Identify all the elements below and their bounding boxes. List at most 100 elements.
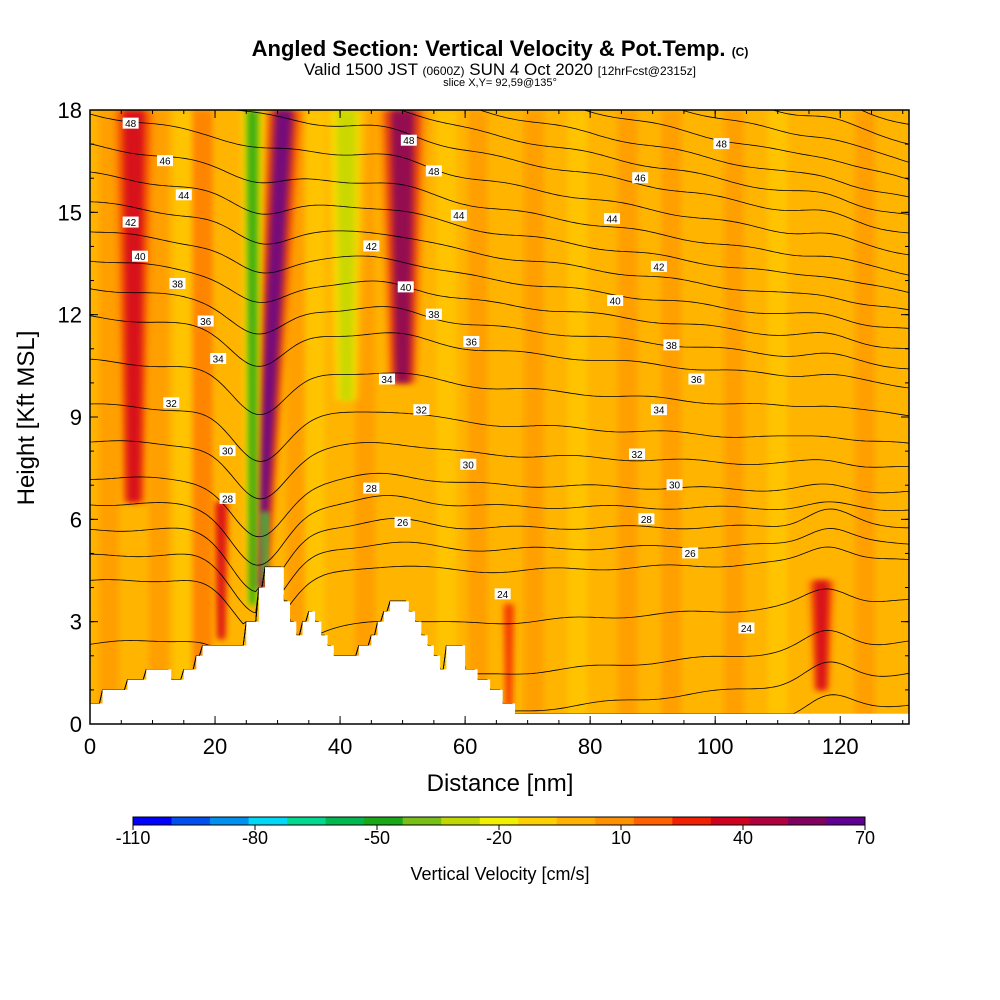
colorbar-swatch xyxy=(402,817,442,825)
colorbar-swatch xyxy=(556,817,596,825)
contour-label-text: 38 xyxy=(428,310,440,321)
contour-label: 46 xyxy=(157,155,174,168)
contour-label-text: 48 xyxy=(428,167,440,178)
colorbar-swatch xyxy=(787,817,827,825)
contour-label-text: 46 xyxy=(635,174,647,185)
contour-label-text: 44 xyxy=(178,191,190,202)
updraft-band xyxy=(123,110,145,503)
downdraft-band xyxy=(247,110,258,605)
isentrope-30 xyxy=(90,472,909,538)
isentrope-39 xyxy=(90,171,909,293)
contour-label-text: 44 xyxy=(606,215,618,226)
colorbar-swatch xyxy=(287,817,327,825)
chart-subtitle: Valid 1500 JST (0600Z) SUN 4 Oct 2020 [1… xyxy=(304,60,696,79)
contour-label-text: 32 xyxy=(416,406,428,417)
contour-label: 30 xyxy=(219,445,236,458)
contour-label-box xyxy=(210,353,227,365)
contour-label-text: 46 xyxy=(159,157,171,168)
colorbar-swatch xyxy=(518,817,558,825)
contour-label-box xyxy=(629,448,646,460)
contour-label: 30 xyxy=(666,479,683,492)
contour-label-box xyxy=(632,172,649,184)
x-axis-label: Distance [nm] xyxy=(427,770,574,797)
contour-label-box xyxy=(650,404,667,416)
contour-label: 34 xyxy=(210,353,227,366)
chart-title: Angled Section: Vertical Velocity & Pot.… xyxy=(251,36,749,61)
contour-label-text: 32 xyxy=(166,399,178,410)
x-tick-label: 40 xyxy=(328,734,352,759)
contour-label-box xyxy=(132,250,149,262)
field-stripe xyxy=(523,110,544,724)
contour-label-text: 38 xyxy=(666,341,678,352)
contour-label: 34 xyxy=(378,373,395,386)
contour-label-text: 36 xyxy=(466,337,478,348)
field-stripe xyxy=(436,110,457,724)
colorbar-swatch xyxy=(633,817,673,825)
isentrope-43 xyxy=(399,110,909,215)
contour-label-text: 26 xyxy=(397,518,409,529)
contour-label: 38 xyxy=(663,339,680,352)
y-tick-label: 0 xyxy=(70,712,82,737)
x-axis: 0 20 40 60 80 100 120 xyxy=(84,110,904,759)
contour-label-text: 34 xyxy=(213,355,225,366)
contour-label-box xyxy=(604,213,621,225)
plot-area: 48 46 44 42 40 38 36 34 32 30 28 48 48 44 42 40 38 36 34 32… xyxy=(90,110,909,724)
isentrope-34 xyxy=(90,315,909,389)
contour-label: 28 xyxy=(363,482,380,495)
contour-label-text: 48 xyxy=(125,119,137,130)
colorbar-swatch xyxy=(479,817,519,825)
isentrope-32 xyxy=(90,403,909,462)
colorbar-swatch xyxy=(710,817,750,825)
contour-label: 32 xyxy=(413,404,430,417)
contour-label-text: 30 xyxy=(222,447,234,458)
y-tick-label: 3 xyxy=(70,610,82,635)
isentrope-45 xyxy=(582,110,909,180)
contour-label-text: 40 xyxy=(610,297,622,308)
field-stripe xyxy=(767,110,788,724)
colorbar-tick-label: -110 xyxy=(116,828,151,848)
y-axis-label: Height [Kft MSL] xyxy=(13,331,40,506)
contour-label-text: 34 xyxy=(381,375,393,386)
contour-label-text: 24 xyxy=(741,624,753,635)
contour-label-box xyxy=(400,134,417,146)
colorbar-swatch xyxy=(325,817,365,825)
contour-label: 34 xyxy=(650,404,667,417)
y-tick-label: 18 xyxy=(58,98,82,123)
y-tick-label: 6 xyxy=(70,507,82,532)
field-stripe xyxy=(173,110,194,724)
contour-label-box xyxy=(219,492,236,504)
contour-label-box xyxy=(363,240,380,252)
contour-label-box xyxy=(397,281,414,293)
colorbar-swatch xyxy=(210,817,250,825)
x-tick-label: 80 xyxy=(578,734,602,759)
isentrope-40 xyxy=(90,143,909,276)
contour-label-box xyxy=(638,513,655,525)
contour-label: 32 xyxy=(629,448,646,461)
x-tick-label: 20 xyxy=(203,734,227,759)
contour-label: 42 xyxy=(122,216,139,229)
y-tick-label: 12 xyxy=(58,303,82,328)
contour-label-box xyxy=(494,588,511,600)
contour-label: 38 xyxy=(169,277,186,290)
isentrope-38 xyxy=(90,201,909,311)
x-tick-label: 100 xyxy=(697,734,734,759)
contour-label-box xyxy=(738,622,755,634)
isentrope-26 xyxy=(90,546,909,625)
contour-label-text: 42 xyxy=(125,218,137,229)
colorbar-swatch xyxy=(364,817,404,825)
contour-label-box xyxy=(688,373,705,385)
field-stripe xyxy=(192,110,213,724)
contour-label-box xyxy=(682,547,699,559)
colorbar-tick-label: 70 xyxy=(855,828,875,848)
contour-label-text: 44 xyxy=(453,211,465,222)
contour-label: 26 xyxy=(682,547,699,560)
colorbar-label: Vertical Velocity [cm/s] xyxy=(410,864,589,884)
colorbar-swatch xyxy=(672,817,712,825)
x-tick-label: 60 xyxy=(453,734,477,759)
contour-label-box xyxy=(650,260,667,272)
contour-label: 46 xyxy=(632,172,649,185)
colorbar-tick-label: -20 xyxy=(486,828,512,848)
updraft-band xyxy=(216,502,226,639)
